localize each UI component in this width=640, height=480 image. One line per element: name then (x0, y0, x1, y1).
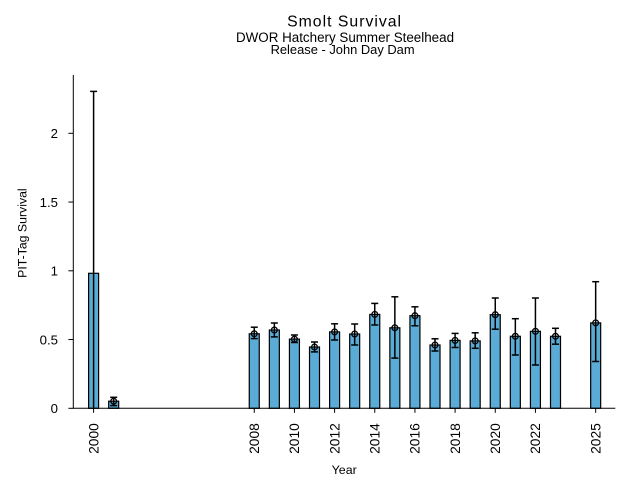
svg-text:2012: 2012 (327, 423, 342, 454)
svg-text:2018: 2018 (448, 423, 463, 454)
svg-text:2: 2 (51, 126, 58, 141)
svg-text:Smolt Survival: Smolt Survival (287, 14, 402, 31)
svg-text:0.5: 0.5 (40, 332, 58, 347)
svg-text:2020: 2020 (488, 423, 503, 454)
svg-text:1: 1 (51, 264, 58, 279)
svg-text:2016: 2016 (408, 423, 423, 454)
svg-text:2010: 2010 (287, 423, 302, 454)
svg-text:Release - John Day Dam: Release - John Day Dam (271, 42, 415, 57)
svg-text:2025: 2025 (588, 423, 603, 454)
svg-text:DWOR Hatchery Summer Steelhead: DWOR Hatchery Summer Steelhead (236, 30, 454, 45)
svg-text:2000: 2000 (86, 423, 101, 454)
svg-text:2014: 2014 (368, 423, 383, 454)
svg-text:0: 0 (51, 401, 58, 416)
svg-text:Year: Year (332, 463, 357, 477)
svg-text:2008: 2008 (247, 423, 262, 454)
svg-text:2022: 2022 (528, 423, 543, 454)
svg-text:PIT-Tag Survival: PIT-Tag Survival (16, 188, 30, 278)
svg-text:1.5: 1.5 (40, 195, 58, 210)
